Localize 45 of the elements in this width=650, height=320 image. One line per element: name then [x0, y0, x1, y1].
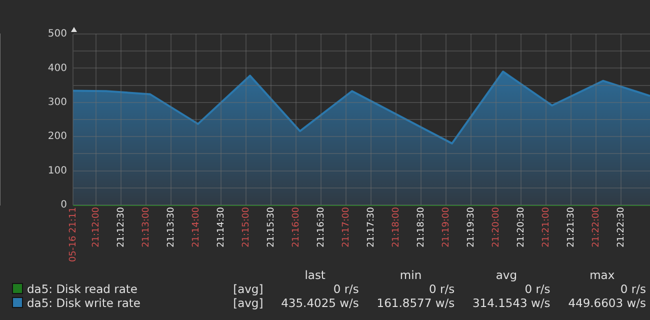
x-tick-label: 21:17:00 — [341, 206, 352, 248]
x-tick-label: 21:20:30 — [516, 206, 526, 248]
text: avg — [494, 268, 518, 282]
y-tick-label: 0 — [60, 200, 67, 211]
y-tick-label: 200 — [48, 131, 67, 142]
x-tick-label: 21:12:30 — [116, 206, 126, 248]
text: last — [304, 268, 326, 282]
x-tick-label: 21:19:30 — [466, 206, 476, 248]
x-tick-label: 21:18:00 — [391, 206, 402, 248]
text: min — [398, 268, 423, 282]
text: 435.4025 w/s — [280, 296, 360, 310]
text: max — [588, 268, 616, 282]
x-tick-label: 21:14:00 — [191, 206, 202, 248]
x-tick-label: 21:20:00 — [491, 206, 502, 248]
x-tick-label: 21:16:30 — [316, 206, 326, 248]
text: 449.6603 w/s — [567, 296, 647, 310]
x-tick-label: 21:18:30 — [416, 206, 426, 248]
x-tick-label: 21:14:30 — [216, 206, 226, 248]
x-tick-label: 21:15:00 — [241, 206, 252, 248]
x-tick-label: 21:13:30 — [166, 206, 176, 248]
x-tick-label: 21:22:00 — [591, 206, 602, 248]
text: 0 r/s — [619, 282, 647, 296]
x-tick-label: 21:12:00 — [91, 206, 102, 248]
text: 0 r/s — [428, 282, 456, 296]
x-tick-label: 21:21:00 — [541, 206, 552, 248]
y-tick-label: 400 — [48, 62, 67, 74]
x-tick-label: 21:21:30 — [566, 206, 576, 248]
x-tick-label: 21:22:30 — [616, 206, 626, 248]
text: 161.8577 w/s — [376, 296, 456, 310]
y-tick-label: 100 — [48, 165, 67, 176]
x-tick-label: 21:16:00 — [291, 206, 302, 248]
text: 0 r/s — [524, 282, 552, 296]
text: [avg] — [232, 282, 264, 296]
legend-label: da5: Disk read rate — [26, 282, 138, 296]
text: [avg] — [232, 296, 264, 310]
text: 0 r/s — [332, 282, 360, 296]
y-tick-label: 300 — [48, 96, 67, 108]
x-tick-label: 21:15:30 — [266, 206, 276, 248]
x-tick-label: 21:13:00 — [141, 206, 152, 248]
text: 314.1543 w/s — [471, 296, 552, 310]
y-tick-label: 500 — [48, 28, 67, 40]
x-tick-label: 21:19:00 — [441, 206, 452, 248]
x-tick-label: 21:17:30 — [366, 206, 376, 248]
x-tick-label: 05-16 21:11 — [68, 207, 78, 262]
legend-label: da5: Disk write rate — [26, 296, 142, 310]
